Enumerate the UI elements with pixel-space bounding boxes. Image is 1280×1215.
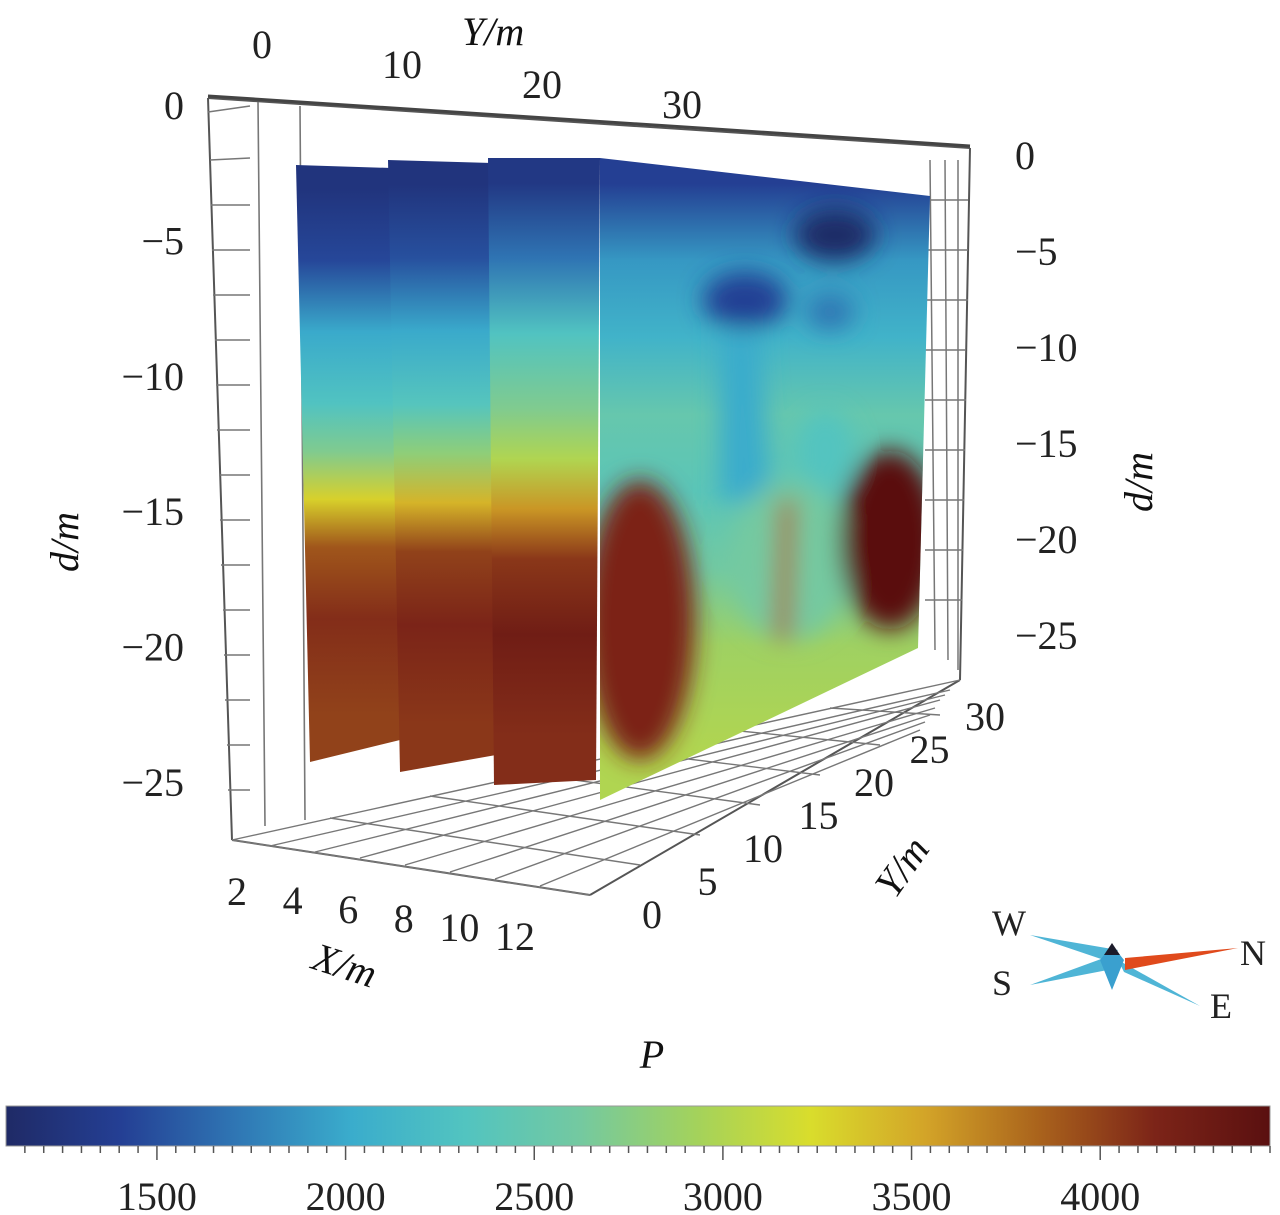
compass-arm-east: [1118, 960, 1200, 1006]
compass-arm-north: [1125, 948, 1238, 970]
anomaly-low-mid: [703, 272, 787, 328]
compass-label-e: E: [1210, 986, 1232, 1026]
colorbar-tick-label: 4000: [1060, 1174, 1140, 1215]
right-wall-grid: [925, 159, 968, 670]
x-tick-label: 8: [394, 896, 414, 941]
axis-tick-labels: 0−5−10−15−20−25 0−5−10−15−20−25 0 10 20 30 …: [121, 22, 1077, 959]
y-bottom-ticks: 05 10 15 20 25 30: [642, 694, 1005, 937]
x-tick-label: 10: [439, 905, 479, 950]
y-bottom-tick-label: 5: [698, 859, 718, 904]
x-axis-label: X/m: [305, 933, 382, 996]
colorbar-tick-label: 2500: [494, 1174, 574, 1215]
anomaly-plume: [720, 330, 770, 500]
anomaly-streak: [775, 500, 795, 640]
d-right-axis-label: d/m: [1116, 452, 1161, 512]
colorbar-minor-ticks: [24, 1146, 1271, 1160]
depth-slices: [296, 158, 930, 800]
compass-label-s: S: [992, 963, 1012, 1003]
left-wall-depth-grid: [207, 105, 251, 791]
d-right-ticks: 0 −5 −10 −15 −20 −25: [1015, 133, 1078, 658]
d-left-tick-label: −20: [121, 625, 184, 670]
d-right-tick-label: −15: [1015, 421, 1078, 466]
d-left-tick-label: 0: [164, 83, 184, 128]
d-left-ticks: 0 −5 −10 −15 −20 −25: [121, 83, 184, 805]
y-bottom-tick-label: 20: [854, 760, 894, 805]
anomaly-low-top-right: [795, 209, 875, 261]
colorbar-tick-label: 1500: [117, 1174, 197, 1215]
x-ticks: 2 4 6 8 10 12: [227, 869, 535, 959]
slice-3: [488, 158, 600, 785]
d-right-tick-label: 0: [1015, 133, 1035, 178]
d-left-tick-label: −5: [141, 218, 184, 263]
colorbar-title: P: [639, 1032, 664, 1077]
x-tick-label: 12: [495, 914, 535, 959]
compass-label-w: W: [992, 903, 1026, 943]
y-bottom-axis-label: Y/m: [866, 828, 939, 905]
d-left-tick-label: −25: [121, 760, 184, 805]
x-tick-label: 6: [338, 887, 358, 932]
anomaly-high-left: [600, 480, 695, 760]
d-left-axis-label: d/m: [42, 512, 87, 572]
y-top-axis-label: Y/m: [462, 9, 524, 54]
y-bottom-tick-label: 25: [910, 727, 950, 772]
compass-top: [1104, 943, 1120, 955]
anomaly-plume-right: [797, 410, 853, 490]
colorbar-tick-label: 3000: [683, 1174, 763, 1215]
y-bottom-tick-label: 0: [642, 892, 662, 937]
compass-arm-west: [1030, 935, 1118, 962]
anomaly-low-small: [806, 294, 854, 330]
y-bottom-tick-label: 10: [743, 826, 783, 871]
anomaly-high-right: [840, 450, 930, 630]
colorbar-ticks: 1500 2000 2500 3000 3500 4000: [117, 1174, 1140, 1215]
colorbar-tick-label: 2000: [306, 1174, 386, 1215]
d-right-tick-label: −5: [1015, 229, 1058, 274]
d-right-tick-label: −10: [1015, 325, 1078, 370]
compass-label-n: N: [1240, 933, 1266, 973]
y-top-ticks: 0 10 20 30: [252, 22, 702, 127]
y-top-tick-label: 0: [252, 22, 272, 67]
x-tick-label: 2: [227, 869, 247, 914]
compass-icon: W S N E: [992, 903, 1266, 1026]
y-top-tick-label: 30: [662, 82, 702, 127]
colorbar-tick-label: 3500: [872, 1174, 952, 1215]
slice-4-anomalies: [600, 209, 930, 760]
compass-center: [1100, 945, 1124, 990]
slice-1: [296, 165, 400, 762]
d-left-tick-label: −10: [121, 354, 184, 399]
y-bottom-tick-label: 15: [799, 793, 839, 838]
x-tick-label: 4: [283, 878, 303, 923]
right-wall-frame: [589, 147, 971, 896]
slice-4-group: [600, 158, 930, 800]
y-top-tick-label: 10: [382, 42, 422, 87]
compass-arm-south: [1030, 955, 1118, 985]
colorbar-bar: [5, 1105, 1271, 1147]
top-edge: [207, 94, 971, 148]
y-bottom-tick-label: 30: [965, 694, 1005, 739]
colorbar: P 1500 2000 2500 3000 3500 4000: [5, 1032, 1271, 1215]
d-right-tick-label: −25: [1015, 613, 1078, 658]
d-left-tick-label: −15: [121, 489, 184, 534]
slice-2: [388, 160, 496, 772]
d-right-tick-label: −20: [1015, 517, 1078, 562]
y-top-tick-label: 20: [522, 62, 562, 107]
